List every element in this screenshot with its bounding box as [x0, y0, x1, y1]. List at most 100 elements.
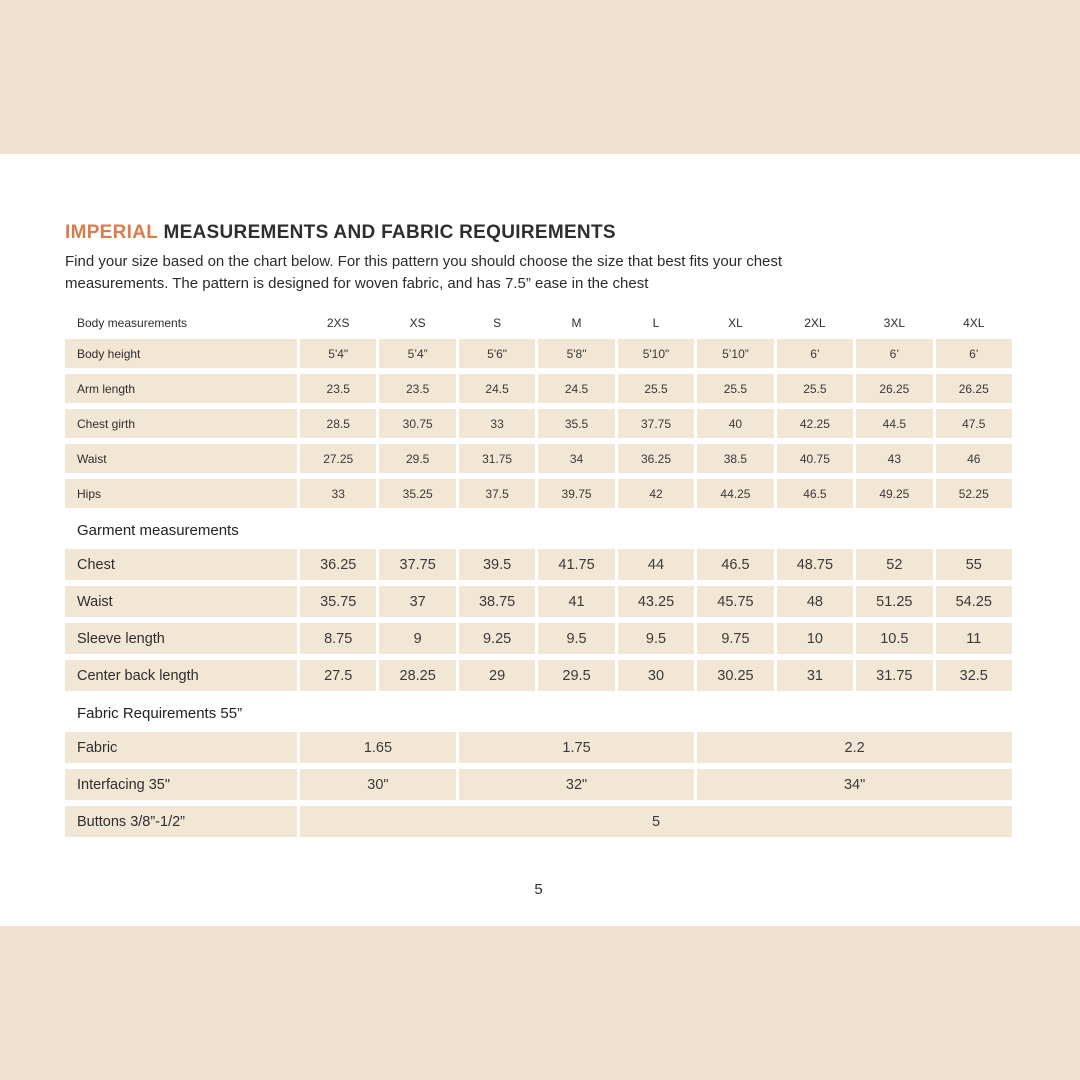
table-cell: 29.5 [538, 660, 615, 691]
table-cell: 35.75 [300, 586, 377, 617]
table-cell: 30.75 [379, 409, 456, 438]
garment-section-heading: Garment measurements [77, 522, 239, 539]
row-label: Chest girth [65, 409, 297, 438]
table-cell: 34 [538, 444, 615, 473]
table-cell: 6’ [776, 339, 854, 368]
row-label: Body height [65, 339, 297, 368]
table-cell: 31.75 [458, 444, 536, 473]
size-column-header: 3XL [883, 316, 905, 330]
table-cell: 29 [458, 660, 536, 691]
table-cell: 29.5 [379, 444, 456, 473]
table-cell: 44.5 [856, 409, 933, 438]
row-label: Waist [65, 586, 297, 617]
table-cell: 24.5 [458, 374, 536, 403]
table-cell: 40 [697, 409, 774, 438]
table-cell: 5'4" [300, 339, 377, 368]
table-cell: 5'6" [458, 339, 536, 368]
table-cell: 33 [458, 409, 536, 438]
table-cell: 36.25 [300, 549, 377, 580]
row-label: Arm length [65, 374, 297, 403]
table-cell: 5'10" [617, 339, 695, 368]
table-cell: 46 [935, 444, 1012, 473]
column-header-body-measurements: Body measurements [77, 316, 188, 330]
table-cell: 35.5 [538, 409, 615, 438]
table-cell: 37.75 [379, 549, 456, 580]
row-label: Hips [65, 479, 297, 508]
table-cell: 23.5 [379, 374, 456, 403]
bottom-decorative-band [0, 926, 1080, 1080]
table-cell: 38.5 [697, 444, 774, 473]
table-cell: 1.65 [300, 732, 456, 763]
table-cell: 28.25 [379, 660, 456, 691]
top-decorative-band [0, 0, 1080, 154]
table-cell: 39.75 [538, 479, 615, 508]
table-cell: 42.25 [776, 409, 854, 438]
table-cell: 9.5 [617, 623, 695, 654]
size-column-header: 2XL [804, 316, 826, 330]
size-column-header: M [571, 316, 582, 330]
table-cell: 35.25 [379, 479, 456, 508]
table-cell: 24.5 [538, 374, 615, 403]
fabric-section-heading: Fabric Requirements 55” [77, 705, 243, 722]
table-cell: 10 [776, 623, 854, 654]
page-title: IMPERIAL MEASUREMENTS AND FABRIC REQUIRE… [65, 222, 1012, 244]
garment-measurements-table: Chest 36.25 37.75 39.5 41.75 44 46.5 48.… [65, 549, 1012, 691]
table-cell: 10.5 [856, 623, 933, 654]
fabric-requirements-table: Fabric 1.65 1.75 2.2 Interfacing 35" 30"… [65, 732, 1012, 837]
table-cell: 9 [379, 623, 456, 654]
row-label: Buttons 3/8”-1/2” [65, 806, 297, 837]
size-column-header: XL [728, 316, 743, 330]
table-cell: 51.25 [856, 586, 933, 617]
table-cell: 52 [856, 549, 933, 580]
table-cell: 1.75 [458, 732, 695, 763]
table-cell: 49.25 [856, 479, 933, 508]
table-cell: 37.75 [617, 409, 695, 438]
table-cell: 38.75 [458, 586, 536, 617]
row-label: Chest [65, 549, 297, 580]
table-cell: 27.25 [300, 444, 377, 473]
page-number: 5 [534, 881, 543, 898]
table-cell: 32" [458, 769, 695, 800]
table-cell: 2.2 [697, 732, 1012, 763]
table-cell: 37 [379, 586, 456, 617]
row-label: Waist [65, 444, 297, 473]
table-cell: 6’ [935, 339, 1012, 368]
page-content: IMPERIAL MEASUREMENTS AND FABRIC REQUIRE… [65, 154, 1012, 898]
table-cell: 47.5 [935, 409, 1012, 438]
table-cell: 48 [776, 586, 854, 617]
table-cell: 8.75 [300, 623, 377, 654]
table-cell: 42 [617, 479, 695, 508]
table-cell: 43.25 [617, 586, 695, 617]
table-cell: 52.25 [935, 479, 1012, 508]
size-column-header: 2XS [326, 316, 350, 330]
table-cell: 30.25 [697, 660, 774, 691]
intro-line-2: measurements. The pattern is designed fo… [65, 274, 649, 292]
table-cell: 5’4” [379, 339, 456, 368]
size-column-header: 4XL [963, 316, 985, 330]
body-measurements-table: Body measurements 2XS XS S M L XL 2XL 3X… [65, 313, 1012, 508]
table-cell: 33 [300, 479, 377, 508]
table-cell: 41 [538, 586, 615, 617]
table-cell: 26.25 [935, 374, 1012, 403]
table-cell: 32.5 [935, 660, 1012, 691]
page-title-rest: MEASUREMENTS AND FABRIC REQUIREMENTS [163, 222, 616, 243]
table-cell: 36.25 [617, 444, 695, 473]
table-cell: 46.5 [697, 549, 774, 580]
table-cell: 27.5 [300, 660, 377, 691]
table-cell: 37.5 [458, 479, 536, 508]
table-cell: 40.75 [776, 444, 854, 473]
table-cell: 41.75 [538, 549, 615, 580]
table-cell: 30 [617, 660, 695, 691]
table-cell: 23.5 [300, 374, 377, 403]
row-label: Fabric [65, 732, 297, 763]
table-cell: 30" [300, 769, 456, 800]
table-cell: 44 [617, 549, 695, 580]
table-cell: 28.5 [300, 409, 377, 438]
table-cell: 54.25 [935, 586, 1012, 617]
table-cell: 5'8" [538, 339, 615, 368]
table-cell: 34" [697, 769, 1012, 800]
table-cell: 25.5 [617, 374, 695, 403]
table-cell: 5 [300, 806, 1012, 837]
table-cell: 11 [935, 623, 1012, 654]
